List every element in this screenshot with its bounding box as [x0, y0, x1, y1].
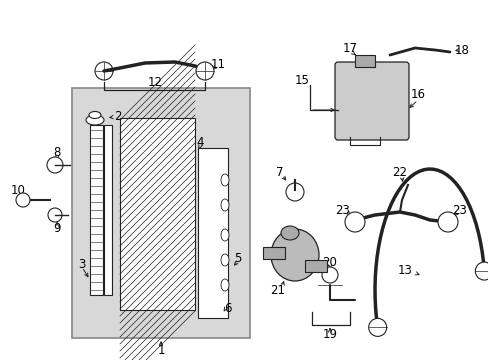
- Ellipse shape: [281, 226, 298, 240]
- Circle shape: [474, 262, 488, 280]
- Text: 16: 16: [409, 89, 425, 102]
- Text: 18: 18: [454, 44, 468, 57]
- Bar: [198, 148, 227, 318]
- Bar: [263, 247, 285, 259]
- Text: 21: 21: [270, 284, 285, 297]
- Circle shape: [95, 62, 113, 80]
- Ellipse shape: [221, 254, 228, 266]
- Text: 5: 5: [234, 252, 241, 265]
- Text: 19: 19: [322, 328, 337, 342]
- Circle shape: [345, 212, 364, 232]
- Bar: [305, 260, 326, 272]
- Bar: [354, 55, 374, 67]
- Circle shape: [368, 318, 386, 336]
- Text: 2: 2: [114, 111, 122, 123]
- Circle shape: [16, 193, 30, 207]
- Ellipse shape: [221, 229, 228, 241]
- Ellipse shape: [221, 174, 228, 186]
- Text: 8: 8: [53, 147, 61, 159]
- Circle shape: [437, 212, 457, 232]
- FancyBboxPatch shape: [334, 62, 408, 140]
- Circle shape: [48, 208, 62, 222]
- Text: 6: 6: [224, 302, 231, 315]
- Text: 3: 3: [78, 258, 85, 271]
- Ellipse shape: [221, 279, 228, 291]
- Text: 22: 22: [392, 166, 407, 179]
- Text: 12: 12: [147, 77, 162, 90]
- Text: 7: 7: [276, 166, 283, 179]
- Text: 17: 17: [342, 41, 357, 54]
- Ellipse shape: [270, 229, 318, 281]
- Text: 1: 1: [157, 343, 164, 356]
- Bar: [90, 125, 103, 295]
- Ellipse shape: [221, 199, 228, 211]
- Bar: [120, 118, 195, 310]
- Circle shape: [47, 157, 63, 173]
- Text: 23: 23: [451, 203, 467, 216]
- Text: 9: 9: [53, 221, 61, 234]
- Bar: [72, 88, 249, 338]
- Text: 10: 10: [11, 184, 25, 197]
- Ellipse shape: [86, 115, 104, 125]
- Circle shape: [196, 62, 214, 80]
- Text: 11: 11: [210, 58, 225, 71]
- Circle shape: [321, 267, 337, 283]
- Bar: [104, 125, 112, 295]
- Text: 13: 13: [397, 264, 411, 276]
- Circle shape: [285, 183, 304, 201]
- Ellipse shape: [89, 112, 101, 118]
- Text: 20: 20: [322, 256, 337, 270]
- Text: 15: 15: [294, 73, 309, 86]
- Text: 23: 23: [335, 203, 350, 216]
- Text: 4: 4: [196, 136, 203, 149]
